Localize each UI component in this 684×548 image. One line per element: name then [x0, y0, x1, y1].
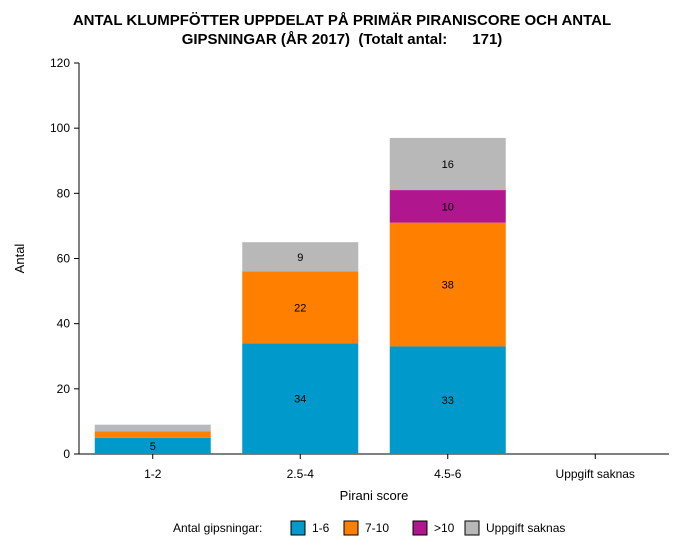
legend-entry: 7-10	[365, 521, 389, 535]
legend-swatch	[412, 520, 428, 536]
bar-segment	[94, 431, 211, 438]
bar-segment	[389, 190, 506, 223]
x-tick-label: 4.5-6	[434, 467, 462, 481]
y-tick-label: 120	[50, 56, 70, 70]
bar-segment	[389, 222, 506, 347]
data-label: 10	[442, 201, 454, 213]
data-label: 9	[297, 252, 303, 264]
y-tick-label: 60	[57, 252, 71, 266]
x-tick-label: 2.5-4	[287, 467, 315, 481]
y-tick-label: 80	[57, 186, 71, 200]
legend-swatch	[343, 520, 359, 536]
legend-swatch	[290, 520, 306, 536]
bar-segment	[242, 271, 359, 344]
data-label: 38	[442, 280, 454, 292]
bar-segment	[389, 346, 506, 454]
legend-entry: >10	[434, 521, 455, 535]
y-axis-title: Antal	[12, 244, 27, 274]
x-tick-label: Uppgift saknas	[556, 467, 635, 481]
data-label: 16	[442, 159, 454, 171]
bar-segment	[94, 424, 211, 432]
data-label: 22	[294, 302, 306, 314]
legend-swatch	[464, 520, 480, 536]
bar-segment	[242, 242, 359, 272]
chart-title-line2: GIPSNINGAR (ÅR 2017) (Totalt antal: 171)	[181, 31, 503, 48]
legend-entry: Uppgift saknas	[486, 521, 565, 535]
data-label: 33	[442, 395, 454, 407]
y-tick-label: 40	[57, 317, 71, 331]
y-tick-label: 0	[63, 447, 70, 461]
y-tick-label: 100	[50, 121, 70, 135]
x-axis-title: Pirani score	[340, 488, 409, 503]
legend-title: Antal gipsningar:	[173, 521, 262, 535]
bar-segment	[94, 437, 211, 454]
y-tick-label: 20	[57, 382, 71, 396]
data-label: 34	[294, 394, 306, 406]
data-label: 5	[150, 441, 156, 453]
bar-segment	[242, 343, 359, 454]
chart-title-line1: ANTAL KLUMPFÖTTER UPPDELAT PÅ PRIMÄR PIR…	[72, 12, 612, 29]
x-tick-label: 1-2	[144, 467, 162, 481]
bar-segment	[389, 137, 506, 191]
legend-entry: 1-6	[312, 521, 330, 535]
